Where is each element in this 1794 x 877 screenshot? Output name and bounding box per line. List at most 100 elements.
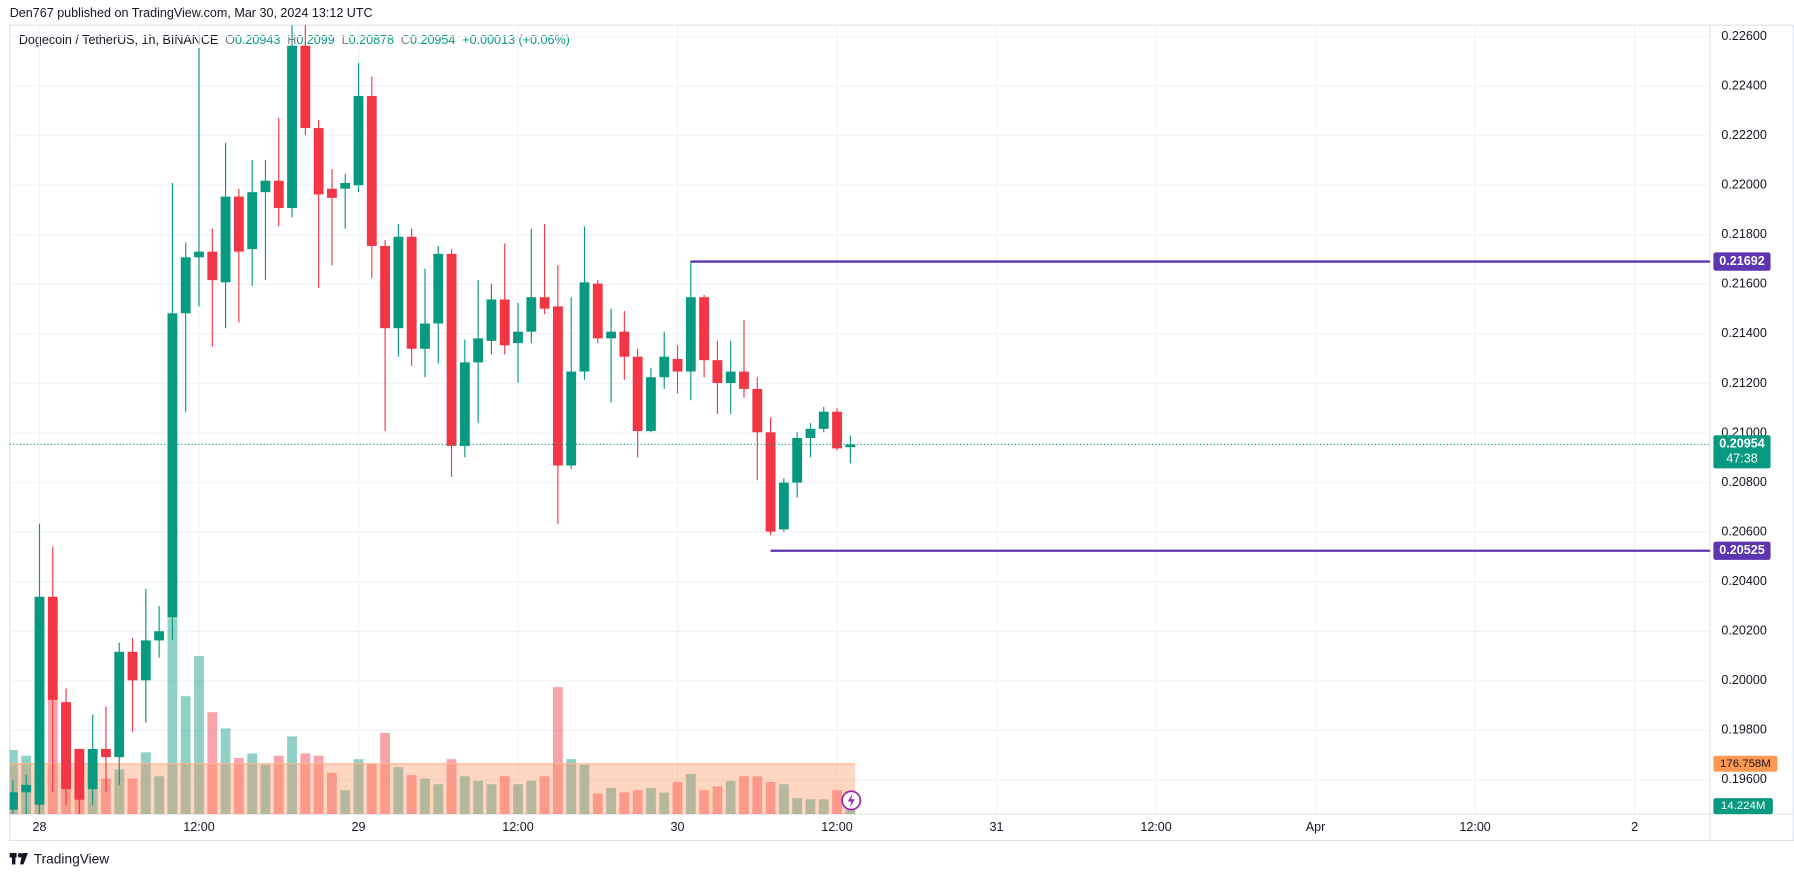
last-price-label: 0.20954 bbox=[1719, 437, 1764, 451]
x-tick-label: 12:00 bbox=[1140, 820, 1171, 834]
volume-bar bbox=[273, 755, 284, 815]
volume-bar bbox=[154, 776, 165, 815]
candle-body bbox=[486, 299, 497, 341]
level-label-bg bbox=[1713, 252, 1771, 271]
x-tick-label: 12:00 bbox=[821, 820, 852, 834]
volume-bar bbox=[845, 810, 856, 815]
volume-bar bbox=[194, 656, 204, 815]
candle-body bbox=[579, 282, 590, 372]
volume-bar bbox=[486, 784, 497, 815]
candle-body bbox=[619, 331, 630, 357]
volume-bar bbox=[140, 752, 151, 815]
o-value: 0.20943 bbox=[235, 33, 280, 47]
change: +0.00013 (+0.06%) bbox=[462, 33, 570, 47]
x-tick-label: 31 bbox=[990, 820, 1004, 834]
volume-bar bbox=[739, 776, 749, 815]
volume-bar bbox=[712, 786, 723, 815]
volume-bar bbox=[406, 775, 417, 815]
volume-bar bbox=[513, 784, 523, 815]
volume-bar bbox=[300, 753, 311, 815]
volume-bar bbox=[499, 776, 510, 815]
publish-line: Den767 published on TradingView.com, Mar… bbox=[10, 6, 373, 20]
candle-body bbox=[792, 437, 803, 483]
volume-bar bbox=[9, 750, 18, 815]
plot bbox=[9, 25, 1710, 815]
y-tick-label: 0.22200 bbox=[1721, 128, 1766, 142]
logo bbox=[9, 852, 29, 865]
h-value: 0.2099 bbox=[296, 33, 334, 47]
volume-bar bbox=[180, 696, 191, 815]
candle-body bbox=[699, 297, 710, 361]
l-value: 0.20878 bbox=[349, 33, 394, 47]
y-tick-label: 0.22600 bbox=[1721, 29, 1766, 43]
y-tick-label: 0.19600 bbox=[1721, 772, 1766, 786]
volume-bar bbox=[805, 799, 816, 815]
countdown: 47:38 bbox=[1726, 452, 1757, 466]
candle-body bbox=[154, 631, 165, 641]
x-tick-label: 12:00 bbox=[502, 820, 533, 834]
candle-body bbox=[61, 702, 71, 790]
candle-body bbox=[247, 192, 258, 250]
candle-body bbox=[327, 188, 337, 198]
candle-body bbox=[739, 371, 749, 389]
c-label: C bbox=[401, 33, 410, 47]
volume-bar bbox=[207, 712, 218, 815]
candle-body bbox=[725, 371, 736, 383]
y-tick-label: 0.20600 bbox=[1721, 524, 1766, 538]
candle-body bbox=[552, 306, 563, 466]
candle-body bbox=[167, 313, 178, 618]
candle-body bbox=[566, 371, 577, 466]
candle-body bbox=[101, 748, 111, 758]
candle-body bbox=[526, 297, 537, 332]
candle-body bbox=[592, 283, 603, 339]
volume-bar bbox=[114, 769, 125, 815]
candle-body bbox=[646, 377, 656, 432]
volume-bar bbox=[832, 790, 842, 815]
symbol: Dogecoin / TetherUS, 1h, BINANCE bbox=[19, 33, 218, 47]
volume-ma-label-bg bbox=[1713, 755, 1778, 772]
candle-body bbox=[406, 236, 417, 349]
candle-body bbox=[659, 356, 670, 378]
y-tick-label: 0.22000 bbox=[1721, 178, 1766, 192]
candle-body bbox=[220, 196, 231, 283]
candle-body bbox=[207, 251, 218, 281]
o-label: O bbox=[225, 33, 235, 47]
candle-body bbox=[127, 651, 138, 681]
y-tick-label: 0.21200 bbox=[1721, 376, 1766, 390]
candle-body bbox=[21, 784, 32, 793]
x-tick-label: 29 bbox=[352, 820, 366, 834]
volume-bar bbox=[260, 764, 271, 815]
candle-body bbox=[778, 482, 789, 530]
x-tick-label: Apr bbox=[1306, 820, 1326, 834]
volume-bar bbox=[433, 784, 444, 815]
candle-body bbox=[194, 251, 204, 258]
y-tick-label: 0.20000 bbox=[1721, 673, 1766, 687]
candle-body bbox=[233, 196, 244, 252]
candle-body bbox=[180, 257, 191, 314]
candle-body bbox=[114, 651, 125, 758]
candle-body bbox=[513, 331, 523, 344]
volume-ma-label: 176.758M bbox=[1720, 758, 1771, 770]
candle-body bbox=[393, 236, 404, 329]
lightning-icon bbox=[841, 790, 862, 811]
volume-bar bbox=[552, 687, 563, 815]
volume-bar bbox=[446, 759, 457, 815]
volume-bar bbox=[287, 736, 297, 815]
volume-bar bbox=[778, 784, 789, 815]
candle-body bbox=[34, 596, 45, 805]
x-tick-label: 2 bbox=[1631, 820, 1638, 834]
volume-bar bbox=[566, 759, 577, 815]
volume-bar bbox=[167, 618, 178, 815]
y-tick-label: 0.20800 bbox=[1721, 475, 1766, 489]
volume-bar bbox=[632, 790, 643, 815]
last-price-bg bbox=[1713, 435, 1771, 469]
volume-bar bbox=[765, 781, 776, 815]
x-tick-label: 28 bbox=[32, 820, 46, 834]
y-tick-label: 0.20400 bbox=[1721, 574, 1766, 588]
candle-body bbox=[380, 245, 391, 329]
volume-bar bbox=[380, 732, 391, 815]
l-label: L bbox=[342, 33, 349, 47]
candle-body bbox=[832, 411, 842, 449]
